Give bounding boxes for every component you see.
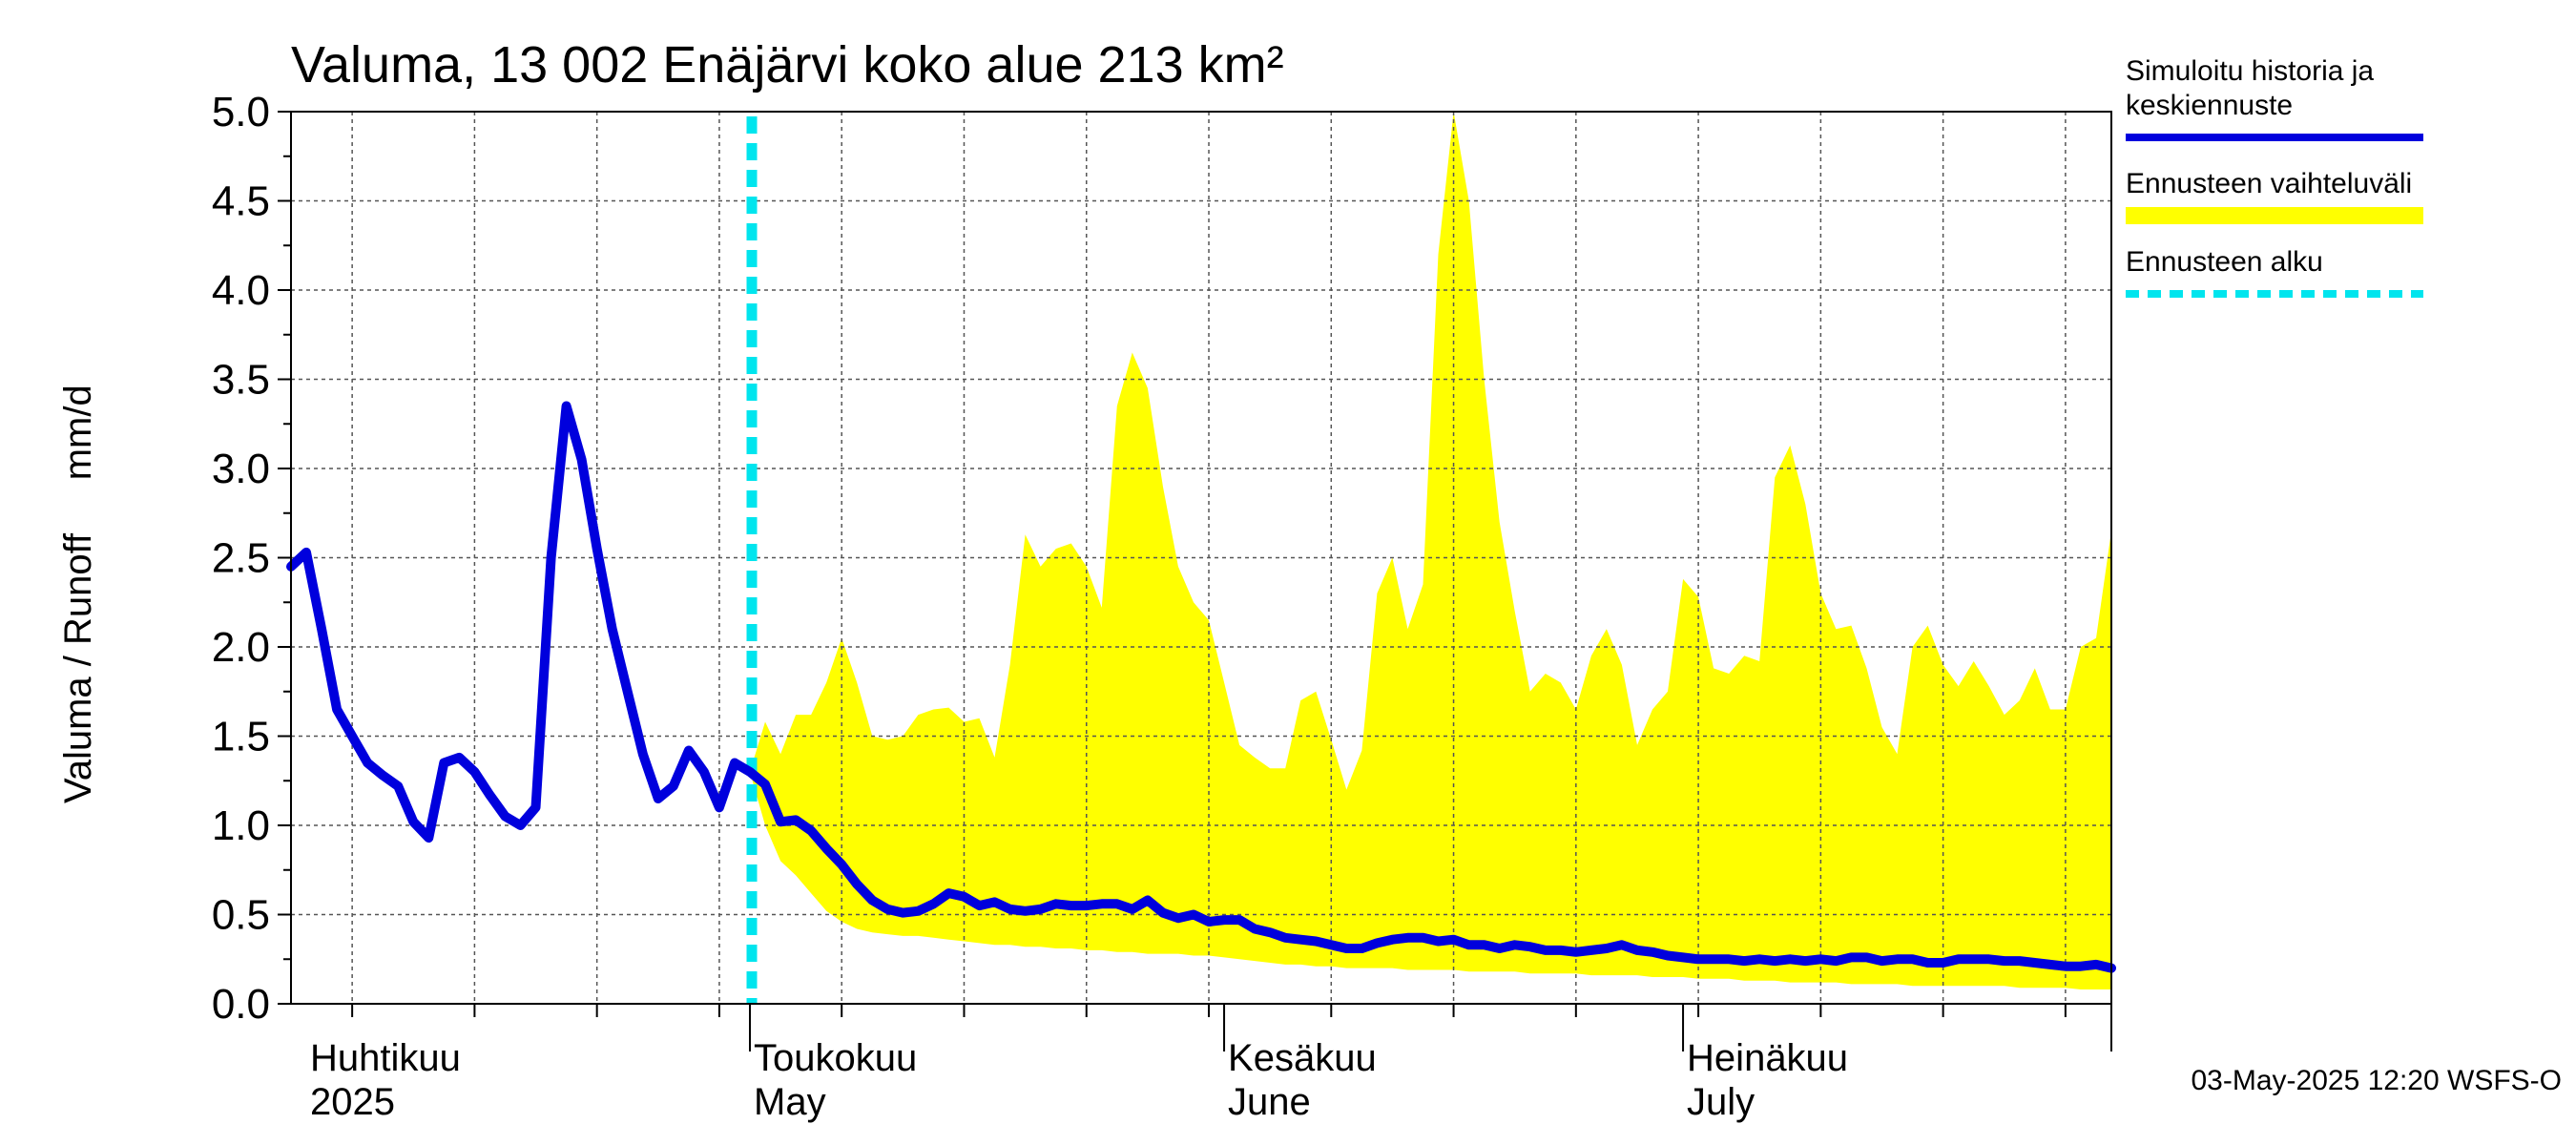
forecast-range-band	[750, 112, 2111, 989]
y-tick-label: 0.0	[212, 981, 270, 1028]
x-month-label-en: July	[1687, 1081, 1755, 1123]
y-axis-label: Valuma / Runoff mm/d	[57, 385, 99, 803]
x-month-label-fi: Toukokuu	[754, 1037, 917, 1079]
legend-label: Simuloitu historia ja	[2126, 55, 2374, 87]
y-tick-label: 3.0	[212, 446, 270, 492]
y-tick-label: 4.0	[212, 267, 270, 314]
y-tick-label: 4.5	[212, 178, 270, 225]
y-tick-label: 1.5	[212, 714, 270, 760]
timestamp-footer: 03-May-2025 12:20 WSFS-O	[2192, 1065, 2563, 1096]
y-tick-label: 5.0	[212, 89, 270, 135]
y-axis-ticks: 0.0 0.5 1.0 1.5 2.0 2.5 3.0 3.5 4.0 4.5 5.0	[212, 89, 291, 1028]
legend-label: keskiennuste	[2126, 90, 2293, 121]
x-axis-ticks	[351, 1004, 2112, 1051]
x-month-label-en: May	[754, 1081, 826, 1123]
grid-lines	[291, 112, 2111, 1004]
chart-title: Valuma, 13 002 Enäjärvi koko alue 213 km…	[291, 36, 1284, 94]
y-tick-label: 2.5	[212, 535, 270, 582]
y-tick-label: 3.5	[212, 357, 270, 404]
y-tick-label: 1.0	[212, 802, 270, 849]
legend-swatch-band	[2126, 207, 2423, 224]
x-month-label-en: 2025	[310, 1081, 395, 1123]
x-month-label-fi: Kesäkuu	[1228, 1037, 1377, 1079]
x-month-label-fi: Heinäkuu	[1687, 1037, 1848, 1079]
y-tick-label: 0.5	[212, 892, 270, 939]
plot-area	[286, 111, 2116, 1005]
x-month-label-fi: Huhtikuu	[310, 1037, 461, 1079]
legend-label: Ennusteen alku	[2126, 246, 2323, 278]
y-tick-label: 2.0	[212, 624, 270, 671]
legend-label: Ennusteen vaihteluväli	[2126, 168, 2412, 199]
mean-runoff-line	[286, 401, 2116, 973]
x-month-label-en: June	[1228, 1081, 1311, 1123]
